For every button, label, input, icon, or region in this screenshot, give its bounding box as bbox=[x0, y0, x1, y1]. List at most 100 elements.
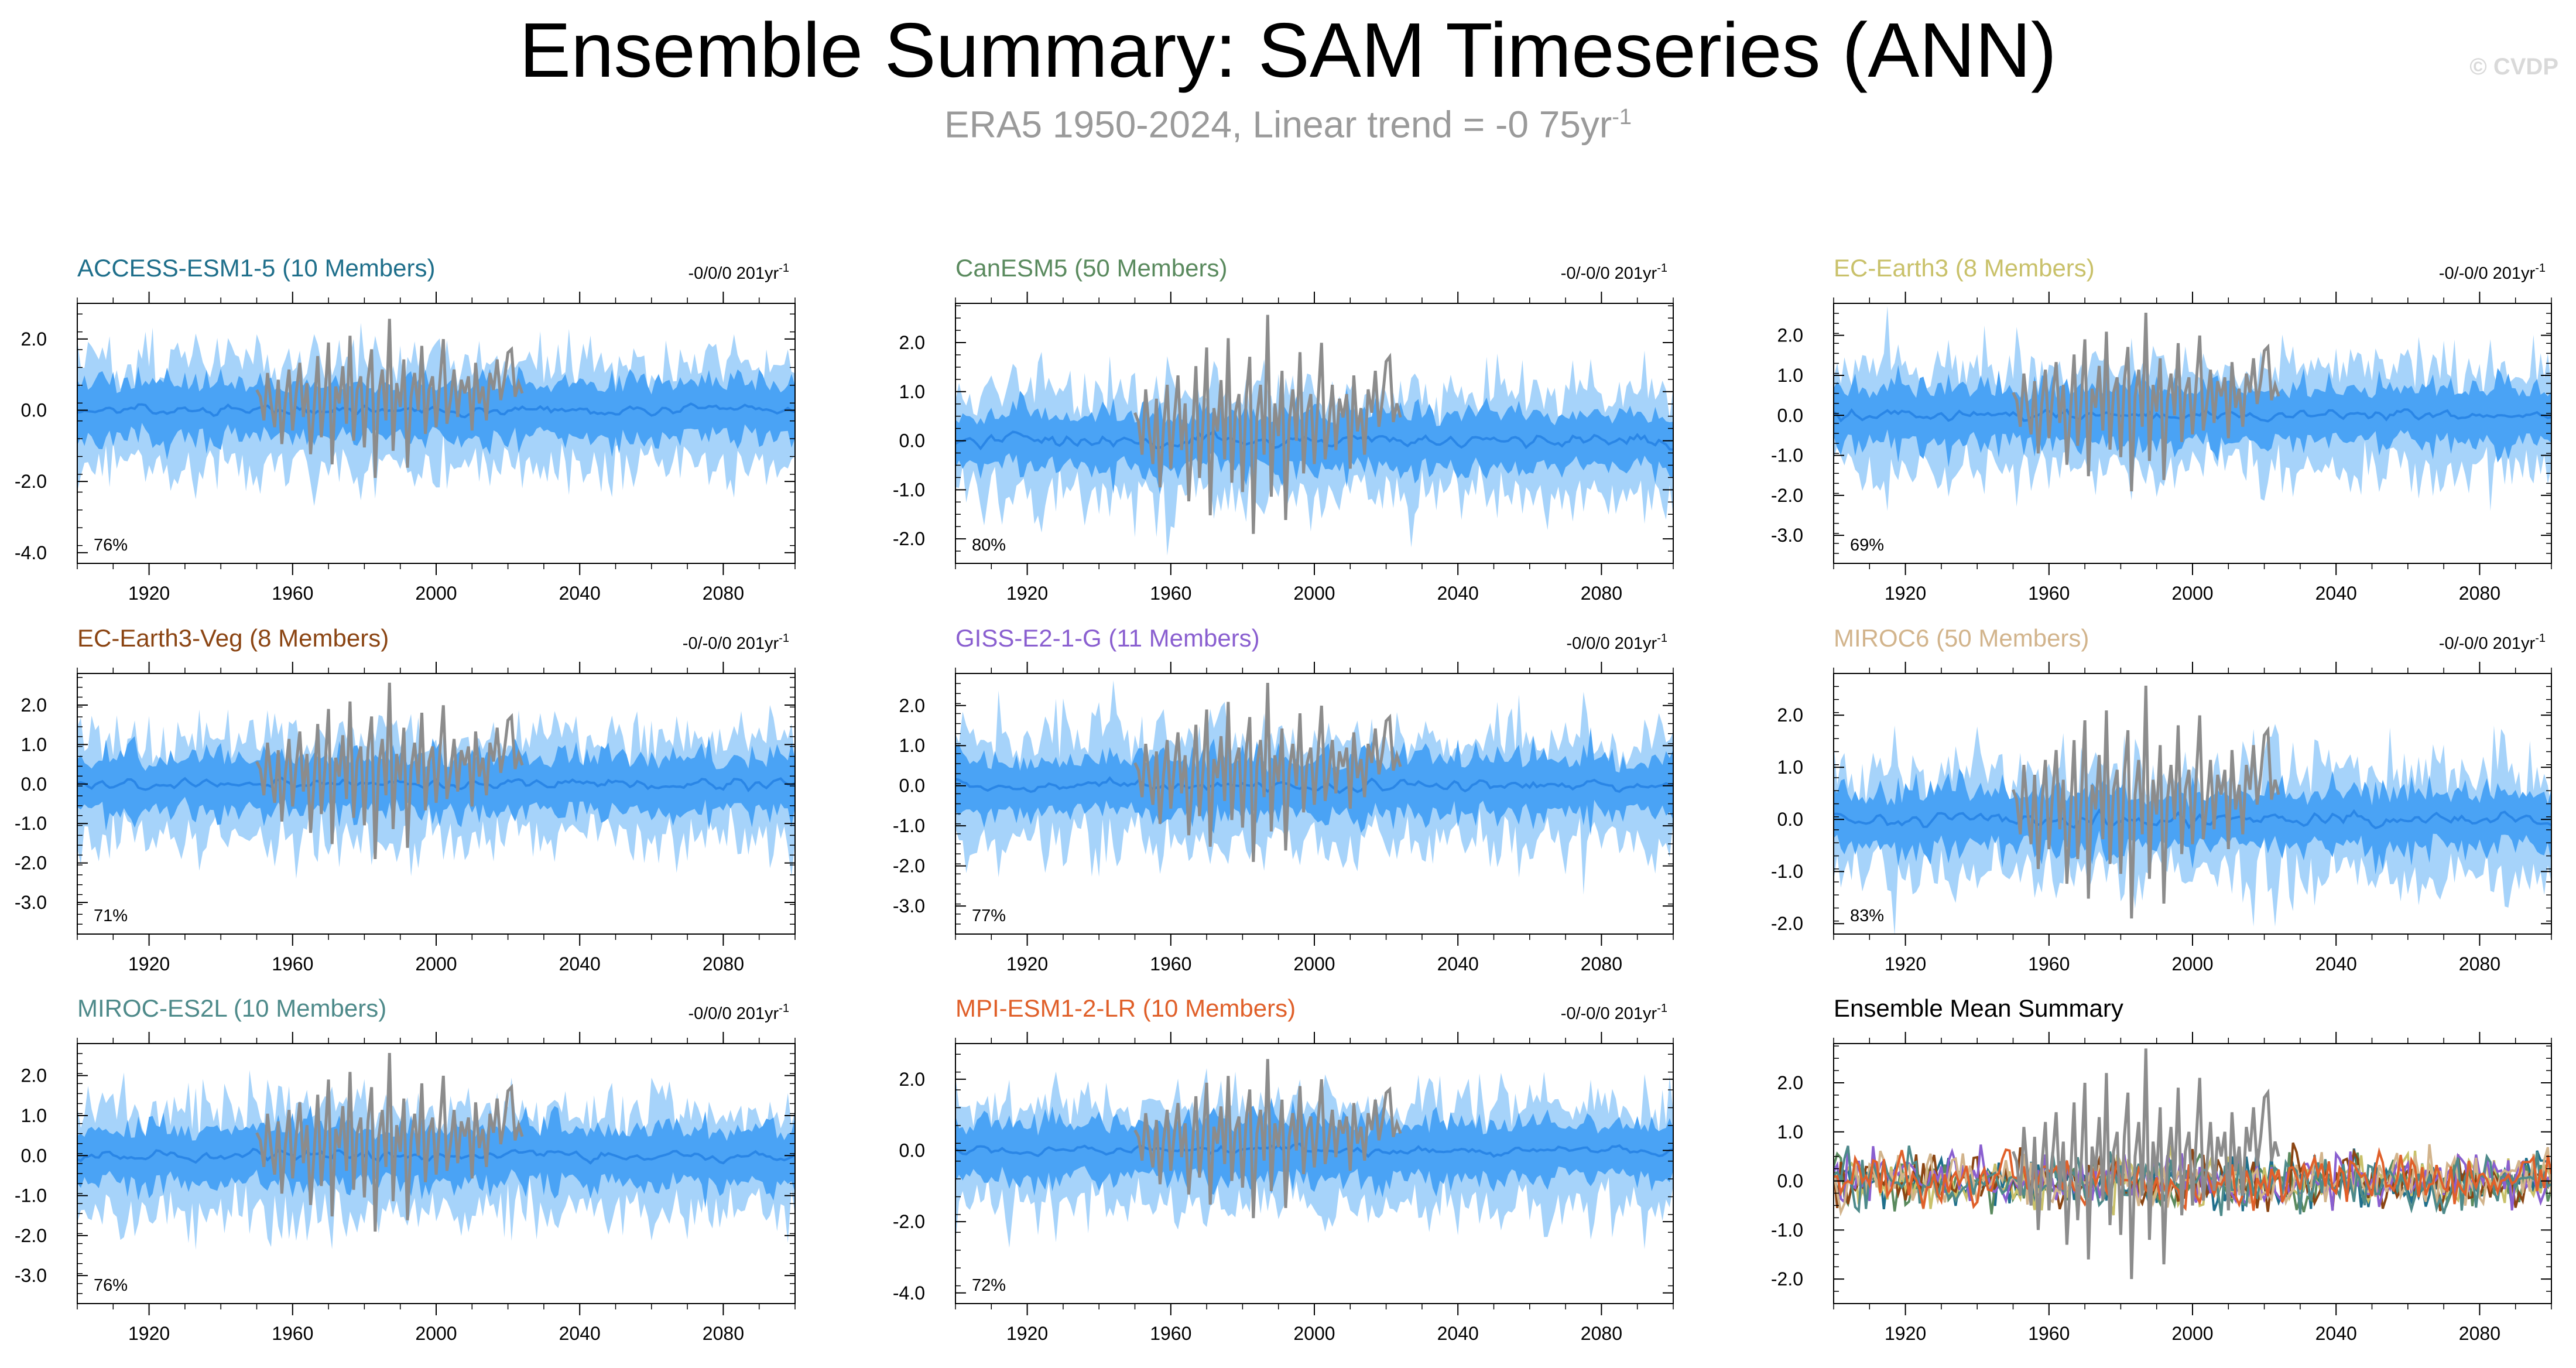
y-tick-label: 2.0 bbox=[899, 695, 925, 716]
trend-superscript: -1 bbox=[2535, 262, 2546, 275]
panel-title: MIROC-ES2L (10 Members) bbox=[77, 994, 386, 1022]
y-tick-label: 0.0 bbox=[1777, 809, 1803, 830]
trend-text: -0/-0/0 201yr bbox=[683, 634, 779, 653]
x-tick-label: 2000 bbox=[2171, 953, 2213, 974]
y-tick-label: 0.0 bbox=[899, 430, 925, 452]
x-tick-label: 2000 bbox=[1293, 1323, 1335, 1344]
chart-panel-3: 2.0 1.0 0.0 -1.0 -2.0 -3.0 1920 1960 2000 2040 208… bbox=[1771, 254, 2552, 604]
x-tick-label: 2040 bbox=[1437, 583, 1479, 604]
x-tick-label: 1920 bbox=[1006, 583, 1048, 604]
x-tick-label: 1960 bbox=[2028, 1323, 2070, 1344]
y-tick-label: 2.0 bbox=[21, 1065, 47, 1086]
chart-panel-7: 2.0 1.0 0.0 -1.0 -2.0 -3.0 1920 1960 2000 2040 208… bbox=[15, 994, 796, 1344]
subtitle-superscript: -1 bbox=[1612, 105, 1632, 129]
y-tick-label: 0.0 bbox=[899, 1140, 925, 1161]
x-tick-label: 1960 bbox=[1150, 953, 1191, 974]
percent-label: 69% bbox=[1850, 536, 1884, 555]
trend-text: -0/-0/0 201yr bbox=[1561, 1004, 1657, 1023]
x-tick-label: 1920 bbox=[128, 953, 170, 974]
percent-label: 80% bbox=[972, 536, 1006, 555]
y-tick-label: 2.0 bbox=[21, 695, 47, 716]
x-tick-label: 1960 bbox=[272, 1323, 313, 1344]
trend-label: -0/-0/0 201yr-1 bbox=[1561, 1002, 1667, 1023]
plot-area bbox=[1834, 306, 2551, 511]
y-tick-label: 0.0 bbox=[1777, 1171, 1803, 1192]
trend-superscript: -1 bbox=[1657, 262, 1667, 275]
plot-area bbox=[1834, 1048, 2551, 1280]
trend-text: -0/0/0 201yr bbox=[688, 1004, 779, 1023]
x-tick-label: 2000 bbox=[1293, 583, 1335, 604]
panel-title: ACCESS-ESM1-5 (10 Members) bbox=[77, 254, 435, 282]
plot-area bbox=[955, 314, 1673, 556]
panel-title: EC-Earth3-Veg (8 Members) bbox=[77, 624, 389, 652]
y-tick-label: -2.0 bbox=[15, 1225, 47, 1246]
chart-panel-4: 2.0 1.0 0.0 -1.0 -2.0 -3.0 1920 1960 2000 2040 208… bbox=[15, 624, 796, 974]
trend-label: -0/0/0 201yr-1 bbox=[1566, 632, 1667, 653]
y-tick-label: 2.0 bbox=[899, 332, 925, 353]
y-tick-label: -1.0 bbox=[1771, 861, 1803, 882]
trend-label: -0/0/0 201yr-1 bbox=[688, 262, 789, 283]
y-tick-label: 0.0 bbox=[21, 774, 47, 795]
panel-title: EC-Earth3 (8 Members) bbox=[1834, 254, 2095, 282]
y-tick-label: -2.0 bbox=[893, 528, 925, 549]
plot-area bbox=[1834, 685, 2551, 934]
panel-title: CanESM5 (50 Members) bbox=[955, 254, 1227, 282]
observations-line bbox=[2012, 313, 2280, 492]
plot-area bbox=[955, 680, 1673, 895]
y-tick-label: -3.0 bbox=[15, 892, 47, 913]
x-tick-label: 1920 bbox=[1006, 1323, 1048, 1344]
x-tick-label: 2040 bbox=[1437, 953, 1479, 974]
trend-label: -0/-0/0 201yr-1 bbox=[2439, 262, 2546, 283]
trend-label: -0/-0/0 201yr-1 bbox=[1561, 262, 1667, 283]
x-tick-label: 2000 bbox=[2171, 1323, 2213, 1344]
y-tick-label: -1.0 bbox=[15, 1185, 47, 1206]
x-tick-label: 2040 bbox=[2315, 583, 2357, 604]
observations-line bbox=[255, 1053, 524, 1232]
y-tick-label: -2.0 bbox=[893, 1211, 925, 1232]
x-tick-label: 2040 bbox=[1437, 1323, 1479, 1344]
y-tick-label: 1.0 bbox=[1777, 365, 1803, 386]
y-tick-label: -2.0 bbox=[15, 471, 47, 492]
page-title: Ensemble Summary: SAM Timeseries (ANN) bbox=[519, 7, 2057, 93]
x-tick-label: 2080 bbox=[1581, 583, 1622, 604]
x-tick-label: 2040 bbox=[2315, 1323, 2357, 1344]
x-tick-label: 2040 bbox=[559, 583, 601, 604]
chart-panel-5: 2.0 1.0 0.0 -1.0 -2.0 -3.0 1920 1960 2000 2040 208… bbox=[893, 624, 1674, 974]
trend-label: -0/-0/0 201yr-1 bbox=[2439, 632, 2546, 653]
observations-line bbox=[1133, 314, 1402, 534]
series-line-8 bbox=[2012, 1048, 2280, 1280]
x-tick-label: 2080 bbox=[1581, 1323, 1622, 1344]
percent-label: 76% bbox=[94, 1276, 128, 1295]
x-tick-label: 1960 bbox=[272, 953, 313, 974]
x-tick-label: 2000 bbox=[415, 1323, 457, 1344]
x-tick-label: 2080 bbox=[2459, 953, 2500, 974]
trend-superscript: -1 bbox=[779, 1002, 789, 1015]
x-tick-label: 1920 bbox=[1885, 583, 1926, 604]
plot-area bbox=[955, 1059, 1673, 1250]
x-tick-label: 2080 bbox=[703, 583, 744, 604]
trend-text: -0/0/0 201yr bbox=[688, 264, 779, 283]
y-tick-label: 2.0 bbox=[899, 1069, 925, 1090]
y-tick-label: -1.0 bbox=[1771, 1219, 1803, 1240]
chart-panel-6: 2.0 1.0 0.0 -1.0 -2.0 1920 1960 2000 2040 2080 MIR… bbox=[1771, 624, 2552, 974]
y-tick-label: 1.0 bbox=[899, 381, 925, 402]
plot-area bbox=[77, 319, 795, 507]
x-tick-label: 2000 bbox=[1293, 953, 1335, 974]
y-tick-label: -3.0 bbox=[1771, 525, 1803, 546]
y-tick-label: -1.0 bbox=[893, 815, 925, 836]
y-tick-label: -4.0 bbox=[15, 542, 47, 563]
chart-panel-1: 2.0 0.0 -2.0 -4.0 1920 1960 2000 2040 2080 ACCESS… bbox=[15, 254, 796, 604]
y-tick-label: -1.0 bbox=[1771, 445, 1803, 466]
y-tick-label: 0.0 bbox=[21, 399, 47, 420]
y-tick-label: -2.0 bbox=[1771, 913, 1803, 934]
subtitle-text: ERA5 1950-2024, Linear trend = -0 75yr bbox=[944, 103, 1612, 146]
panel-title: Ensemble Mean Summary bbox=[1834, 994, 2123, 1022]
percent-label: 71% bbox=[94, 907, 128, 925]
x-tick-label: 1920 bbox=[1885, 1323, 1926, 1344]
y-tick-label: -2.0 bbox=[893, 856, 925, 877]
copyright-watermark: © CVDP bbox=[2469, 54, 2558, 80]
y-tick-label: 2.0 bbox=[1777, 1072, 1803, 1093]
x-tick-label: 1920 bbox=[1885, 953, 1926, 974]
trend-superscript: -1 bbox=[779, 632, 789, 645]
